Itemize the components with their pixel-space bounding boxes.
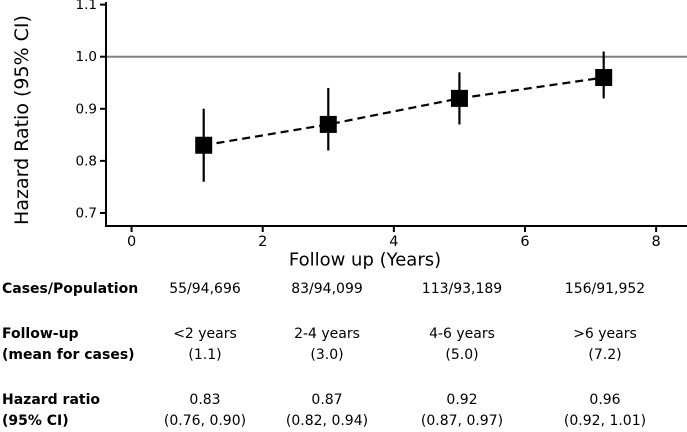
cell-line: 0.87 (311, 392, 343, 408)
table-cell-hr-3: 0.92 (0.87, 0.97) (382, 390, 542, 432)
data-point-marker (450, 89, 468, 107)
cell-line: (0.76, 0.90) (163, 413, 247, 429)
row-label-line: Follow-up (2, 326, 79, 342)
trend-line (203, 76, 604, 147)
cell-line: (1.1) (188, 347, 222, 363)
cell-line: 4-6 years (429, 326, 495, 342)
y-tick-label: 0.8 (76, 153, 97, 169)
table-cell-cases-4: 156/91,952 (525, 279, 685, 300)
cell-line: 83/94,099 (291, 281, 363, 297)
table-cell-cases-1: 55/94,696 (125, 279, 285, 300)
row-label-line: Hazard ratio (2, 392, 101, 408)
row-label-follow-up: Follow-up (mean for cases) (2, 324, 135, 366)
x-tick-label: 4 (389, 234, 398, 250)
x-tick-label: 2 (258, 234, 267, 250)
cell-line: 113/93,189 (421, 281, 503, 297)
cell-line: (7.2) (588, 347, 622, 363)
x-tick-label: 6 (520, 234, 529, 250)
cell-line: 0.83 (189, 392, 221, 408)
x-tick-label: 8 (652, 234, 661, 250)
table-cell-cases-2: 83/94,099 (247, 279, 407, 300)
cell-line: (0.92, 1.01) (563, 413, 647, 429)
cell-line: (5.0) (445, 347, 479, 363)
y-tick-label: 0.7 (76, 205, 97, 221)
y-tick-label: 0.9 (76, 101, 97, 117)
y-axis-title: Hazard Ratio (95% CI) (11, 15, 33, 225)
data-point-marker (319, 115, 337, 133)
cell-line: (0.87, 0.97) (420, 413, 504, 429)
cell-line: <2 years (173, 326, 237, 342)
table-cell-followup-3: 4-6 years (5.0) (382, 324, 542, 366)
row-label-line: (95% CI) (2, 413, 69, 429)
data-point-marker (595, 69, 613, 87)
table-cell-followup-1: <2 years (1.1) (125, 324, 285, 366)
y-tick-label: 1.0 (76, 49, 97, 65)
x-axis-title: Follow up (Years) (288, 249, 442, 271)
cell-line: >6 years (573, 326, 637, 342)
cell-line: 55/94,696 (169, 281, 241, 297)
x-tick-label: 0 (127, 234, 136, 250)
row-label-cases-population: Cases/Population (2, 279, 138, 300)
row-label-line: Cases/Population (2, 281, 139, 297)
data-point-marker (195, 136, 213, 154)
cell-line: 0.96 (589, 392, 621, 408)
hazard-plot: 0 2 4 6 8 0.7 0.8 0.9 1.0 1.1 (76, 0, 687, 250)
row-label-hazard-ratio: Hazard ratio (95% CI) (2, 390, 100, 432)
table-cell-hr-4: 0.96 (0.92, 1.01) (525, 390, 685, 432)
cell-line: (0.82, 0.94) (285, 413, 369, 429)
table-cell-followup-4: >6 years (7.2) (525, 324, 685, 366)
table-cell-cases-3: 113/93,189 (382, 279, 542, 300)
y-tick-label: 1.1 (76, 0, 97, 13)
cell-line: (3.0) (310, 347, 344, 363)
cell-line: 2-4 years (294, 326, 360, 342)
cell-line: 0.92 (446, 392, 478, 408)
table-cell-hr-1: 0.83 (0.76, 0.90) (125, 390, 285, 432)
cell-line: 156/91,952 (564, 281, 646, 297)
table-cell-followup-2: 2-4 years (3.0) (247, 324, 407, 366)
row-label-line: (mean for cases) (2, 347, 135, 363)
table-cell-hr-2: 0.87 (0.82, 0.94) (247, 390, 407, 432)
